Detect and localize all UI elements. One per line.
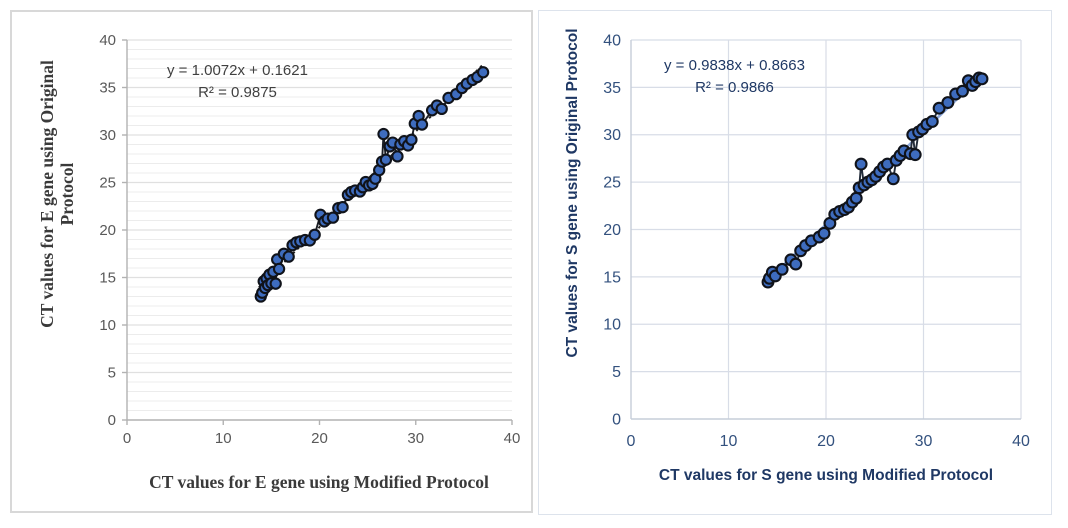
x-tick-label: 20	[817, 433, 835, 450]
y-tick-label: 25	[603, 175, 621, 192]
data-point	[326, 211, 340, 224]
equation-text: y = 1.0072x + 0.1621	[167, 62, 308, 79]
data-point	[886, 172, 900, 186]
data-point	[269, 277, 282, 290]
e-gene-chart: 0 5 10 15 20 25 30 35 40 0 10 20 30 40 y = 1.0072x + …	[10, 10, 533, 513]
axes	[630, 40, 1021, 420]
s-gene-y-axis-title: CT values for S gene using Original Prot…	[564, 28, 581, 358]
r-squared-text: R² = 0.9866	[695, 78, 774, 96]
x-tick-label: 30	[407, 430, 424, 447]
data-point	[932, 101, 946, 115]
y-tick-label: 35	[99, 80, 116, 97]
y-tick-label: 0	[108, 412, 116, 429]
data-points	[761, 71, 989, 289]
data-point	[849, 191, 863, 205]
data-point	[975, 72, 989, 86]
s-gene-x-axis-title: CT values for S gene using Modified Prot…	[658, 467, 994, 484]
x-tick-label: 0	[123, 430, 131, 447]
data-point	[789, 257, 803, 271]
y-tick-label: 40	[603, 32, 621, 49]
y-tick-label: 30	[99, 127, 116, 144]
x-tick-label: 10	[720, 433, 738, 450]
data-point	[817, 226, 831, 240]
data-point	[476, 66, 490, 79]
tick-labels: 0 5 10 15 20 25 30 35 40 0 10 20 30 40	[99, 32, 520, 447]
axes	[122, 39, 513, 425]
data-point	[379, 153, 393, 166]
tick-labels: 0 5 10 15 20 25 30 35 40 0 10 20 30 40	[603, 32, 1030, 450]
e-gene-y-axis-title: CT values for E gene using Original Prot…	[37, 60, 78, 328]
e-gene-plot-svg: 0 5 10 15 20 25 30 35 40 0 10 20 30 40	[99, 32, 520, 447]
x-tick-label: 30	[915, 433, 933, 450]
data-point	[405, 133, 418, 146]
e-gene-equation-annotation: y = 1.0072x + 0.1621 R² = 0.9875	[130, 60, 345, 104]
data-point	[272, 262, 286, 276]
data-point	[336, 201, 349, 214]
data-point	[377, 127, 390, 141]
y-tick-label: 15	[99, 270, 116, 287]
data-point	[925, 115, 939, 128]
y-tick-label: 5	[612, 364, 621, 381]
data-points	[254, 66, 490, 303]
y-tick-label: 40	[99, 32, 116, 49]
data-point	[956, 84, 969, 98]
equation-text: y = 0.9838x + 0.8663	[664, 57, 805, 74]
data-point	[775, 262, 789, 276]
y-tick-label: 10	[603, 317, 621, 334]
data-point	[854, 157, 868, 171]
x-tick-label: 40	[504, 430, 521, 447]
s-gene-plot-svg: 0 5 10 15 20 25 30 35 40 0 10 20 30 40	[603, 32, 1030, 450]
data-point	[435, 102, 448, 116]
x-tick-label: 20	[311, 430, 328, 447]
y-tick-label: 30	[603, 127, 621, 144]
y-tick-label: 10	[99, 317, 116, 334]
e-gene-x-axis-title: CT values for E gene using Modified Prot…	[149, 472, 489, 492]
data-point	[908, 148, 922, 162]
y-tick-label: 15	[603, 269, 621, 286]
data-point	[391, 150, 404, 163]
gridlines	[127, 39, 512, 411]
s-gene-equation-annotation: y = 0.9838x + 0.8663 R² = 0.9866	[627, 55, 842, 99]
y-tick-label: 20	[603, 222, 621, 239]
x-tick-label: 10	[215, 430, 232, 447]
x-tick-label: 40	[1012, 433, 1030, 450]
data-point	[282, 250, 295, 263]
data-point	[941, 96, 955, 109]
s-gene-chart: 0 5 10 15 20 25 30 35 40 0 10 20 30 40 y = 0.9838x + …	[538, 10, 1052, 515]
y-tick-label: 20	[99, 222, 116, 239]
r-squared-text: R² = 0.9875	[198, 83, 277, 101]
y-tick-label: 5	[108, 365, 116, 382]
y-tick-label: 0	[612, 411, 621, 428]
x-tick-label: 0	[627, 433, 636, 450]
data-point	[415, 118, 429, 131]
y-tick-label: 35	[603, 80, 621, 97]
y-tick-label: 25	[99, 175, 116, 192]
data-point	[308, 228, 321, 241]
